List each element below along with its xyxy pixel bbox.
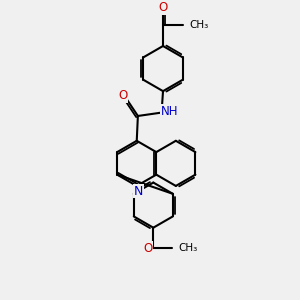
Text: O: O xyxy=(118,89,128,102)
Text: CH₃: CH₃ xyxy=(190,20,209,30)
Text: NH: NH xyxy=(161,105,178,118)
Text: N: N xyxy=(134,184,143,198)
Text: O: O xyxy=(158,1,168,14)
Text: O: O xyxy=(143,242,153,254)
Text: CH₃: CH₃ xyxy=(179,243,198,253)
